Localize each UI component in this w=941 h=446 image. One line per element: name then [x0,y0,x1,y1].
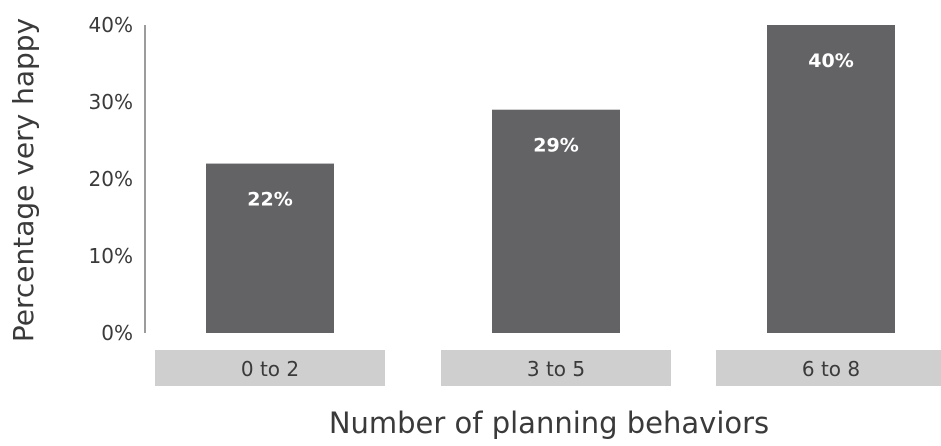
bar-value-label: 22% [247,189,292,211]
y-tick-label: 30% [89,90,133,114]
bar [492,109,620,333]
y-tick-label: 10% [89,244,133,268]
category-label-box [155,350,385,386]
category-label-box [441,350,671,386]
category-label-box [716,350,941,386]
y-tick-label: 40% [89,13,133,37]
category-label: 3 to 5 [527,357,585,381]
bar [206,163,334,333]
bar-value-label: 40% [808,50,853,72]
y-axis: 0% 10% 20% 30% 40% [89,13,146,345]
x-axis-title: Number of planning behaviors [329,406,769,440]
bar [767,25,895,333]
y-axis-title: Percentage very happy [7,18,40,342]
category-label: 6 to 8 [802,357,860,381]
bars [206,25,895,333]
y-tick-label: 0% [101,321,133,345]
bar-value-label: 29% [533,135,578,157]
y-tick-label: 20% [89,167,133,191]
category-labels: 0 to 2 3 to 5 6 to 8 [155,350,941,386]
bar-value-labels: 22% 29% 40% [247,50,853,211]
category-label: 0 to 2 [241,357,299,381]
